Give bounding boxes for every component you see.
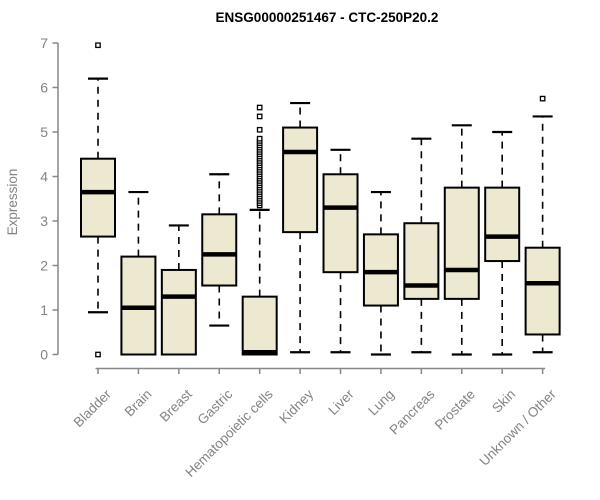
iqr-box bbox=[443, 186, 480, 300]
box-breast bbox=[160, 224, 197, 356]
x-axis-label-breast: Breast bbox=[157, 386, 195, 424]
x-axis-label-skin: Skin bbox=[489, 387, 518, 416]
box-liver bbox=[322, 148, 359, 354]
box-pancreas bbox=[403, 137, 440, 354]
outlier-point bbox=[256, 113, 263, 120]
y-axis-tick-label: 4 bbox=[40, 168, 48, 184]
box-lung bbox=[362, 190, 399, 356]
y-axis-tick-label: 1 bbox=[40, 302, 48, 318]
box-bladder bbox=[80, 42, 116, 358]
box-skin bbox=[484, 130, 521, 356]
x-axis-label-unknown-other: Unknown / Other bbox=[477, 386, 560, 469]
y-axis-tick-label: 7 bbox=[40, 35, 48, 51]
iqr-box bbox=[160, 268, 197, 356]
iqr-box bbox=[201, 213, 238, 287]
y-axis-tick-label: 5 bbox=[40, 124, 48, 140]
y-axis: 0 1 2 3 4 5 6 7 bbox=[40, 35, 59, 362]
x-axis-label-lung: Lung bbox=[365, 387, 397, 419]
x-axis-label-brain: Brain bbox=[122, 387, 155, 420]
outlier-point bbox=[95, 351, 101, 358]
iqr-box bbox=[80, 157, 116, 238]
y-axis-tick-label: 0 bbox=[40, 346, 48, 362]
box-unknown-other bbox=[524, 95, 561, 354]
y-axis-tick-label: 2 bbox=[40, 257, 48, 273]
y-axis-tick-label: 6 bbox=[40, 79, 48, 95]
x-axis-label-pancreas: Pancreas bbox=[387, 386, 438, 437]
iqr-box bbox=[524, 246, 561, 336]
iqr-box bbox=[484, 186, 521, 263]
plot-area: 0 1 2 3 4 5 6 7 Bladder Brain Breast GastricHematop… bbox=[40, 35, 561, 480]
box-hematopoietic-cells bbox=[241, 104, 278, 356]
box-kidney bbox=[282, 101, 319, 354]
box-prostate bbox=[443, 124, 480, 356]
x-axis-label-prostate: Prostate bbox=[432, 387, 478, 433]
x-axis-label-liver: Liver bbox=[325, 386, 357, 418]
outlier-point bbox=[95, 42, 101, 49]
outlier-point bbox=[256, 135, 263, 142]
box-gastric bbox=[201, 173, 238, 327]
outlier-point bbox=[539, 95, 546, 102]
iqr-box bbox=[322, 173, 359, 274]
outlier-point bbox=[256, 126, 263, 133]
x-axis-label-bladder: Bladder bbox=[71, 386, 115, 430]
y-axis-label: Expression bbox=[5, 169, 20, 236]
chart-title: ENSG00000251467 - CTC-250P20.2 bbox=[216, 10, 439, 25]
y-axis-tick-label: 3 bbox=[40, 213, 48, 229]
iqr-box bbox=[282, 126, 319, 234]
outlier-point bbox=[256, 104, 263, 111]
x-axis-label-kidney: Kidney bbox=[276, 386, 316, 426]
box-brain bbox=[120, 190, 157, 356]
iqr-box bbox=[241, 295, 278, 356]
